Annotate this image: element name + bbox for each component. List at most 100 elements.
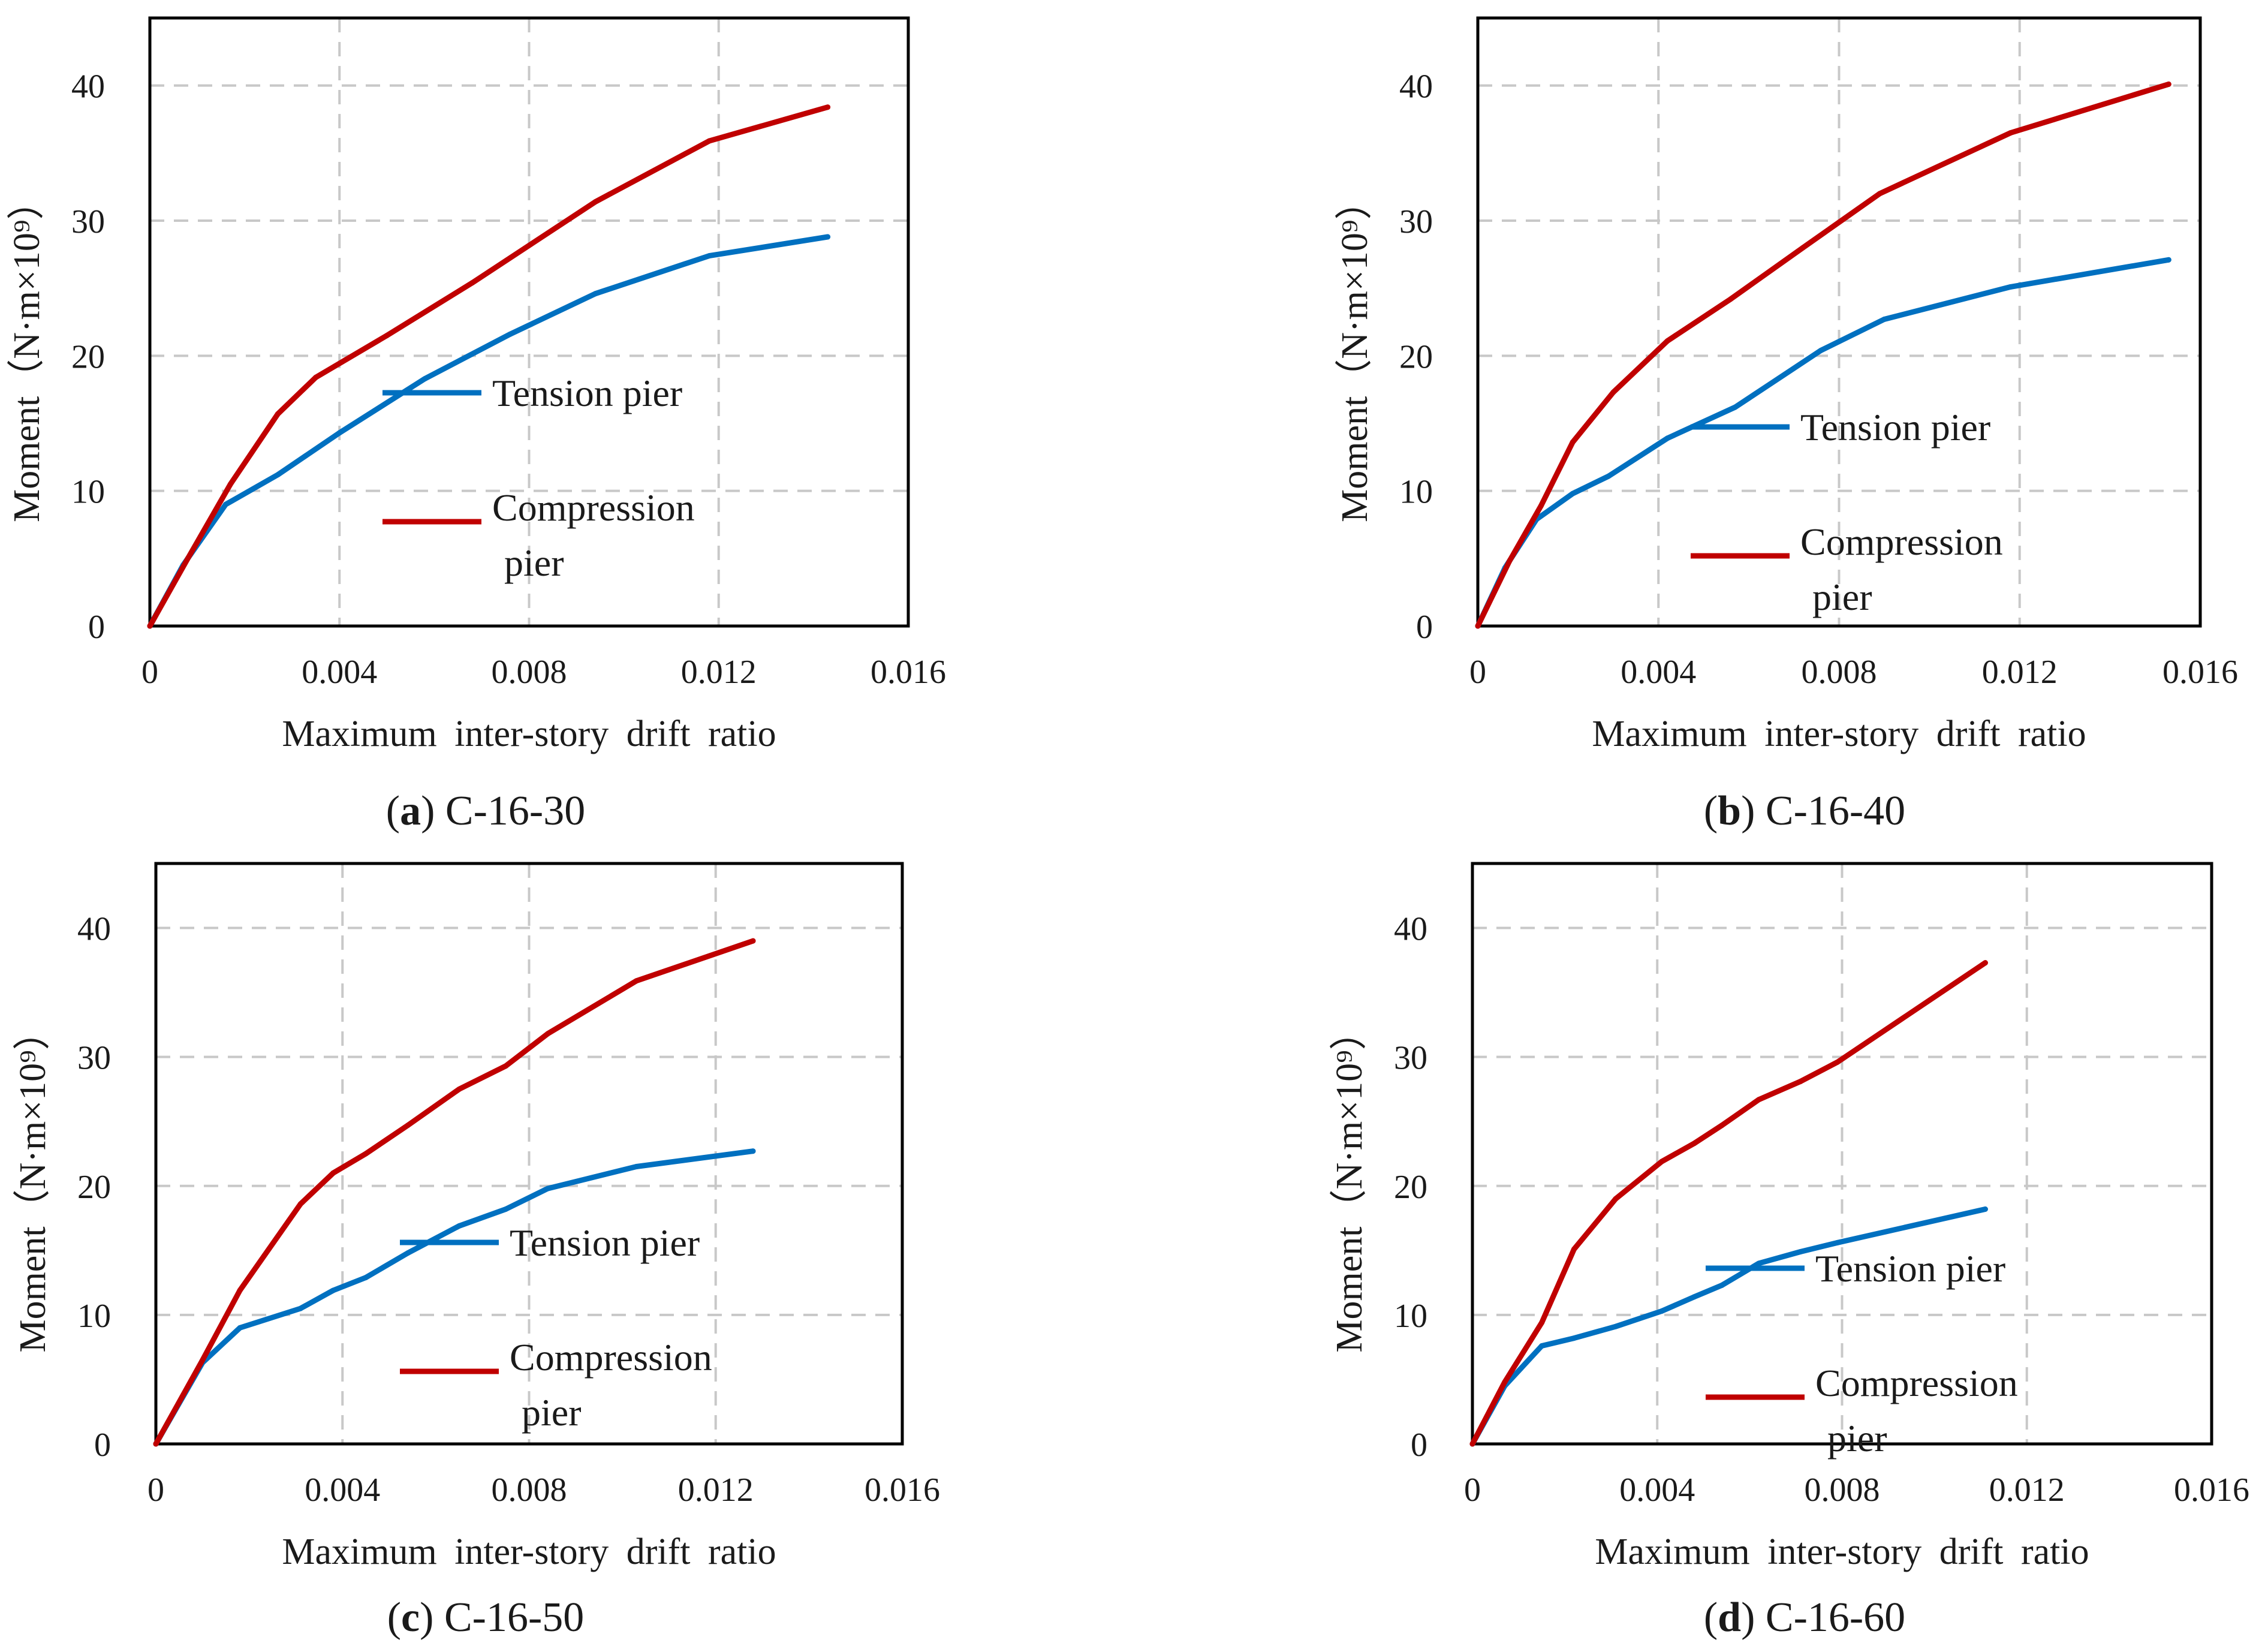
data-point [405,1250,411,1256]
legend-label-compression-2: pier [504,541,564,584]
data-point [1756,1260,1762,1266]
x-tick-label: 0 [141,654,158,691]
data-point [297,1305,303,1311]
x-tick-label: 0.004 [305,1472,380,1509]
data-point [1659,1308,1665,1314]
data-point [2165,257,2171,263]
caption: (b) C-16-40 [1704,788,1905,834]
data-point [1691,1294,1697,1300]
x-tick-label: 0 [1469,654,1486,691]
legend-label-tension: Tension pier [510,1221,700,1264]
x-axis-label: Maximum inter-story drift ratio [1592,714,2086,754]
data-point [1570,491,1576,496]
caption: (d) C-16-60 [1704,1594,1905,1641]
data-point [1571,1335,1577,1341]
data-point [227,481,233,487]
caption-open-paren: ( [1704,788,1718,834]
data-point [2008,284,2014,290]
data-point [313,374,319,380]
data-point [297,1201,303,1207]
y-tick-label: 40 [1394,911,1427,948]
data-point [1728,296,1734,302]
plot-frame [148,16,910,628]
y-tick-label: 30 [71,203,105,240]
legend-label-compression-1: Compression [1815,1362,2018,1404]
x-tick-label: 0.012 [1982,654,2058,691]
series-line [1469,960,1988,1447]
x-axis-label: Maximum inter-story drift ratio [282,714,776,754]
data-point [1539,1343,1545,1349]
data-point [706,253,712,259]
legend: Tension pier Compression pier [1706,1247,2018,1460]
y-tick-label: 0 [1411,1427,1427,1464]
legend-label-tension: Tension pier [492,372,682,414]
y-tick-label: 30 [77,1040,111,1077]
y-tick-label: 20 [1399,338,1433,375]
data-point [469,280,475,286]
series-line [147,234,831,629]
caption-name: C-16-40 [1766,788,1905,834]
data-point [1881,316,1887,322]
y-tick-label: 0 [1416,609,1433,646]
data-point [503,1206,509,1212]
data-point [1835,1059,1841,1065]
data-point [825,104,831,110]
caption: (a) C-16-30 [386,788,585,834]
legend-label-tension: Tension pier [1800,406,1990,449]
data-point [1691,1141,1697,1147]
data-point [384,333,390,339]
caption: (c) C-16-50 [387,1594,585,1641]
data-point [2165,81,2171,87]
data-point [456,1223,462,1229]
x-axis-label: Maximum inter-story drift ratio [1595,1531,2089,1572]
y-tick-label: 40 [77,911,111,948]
y-tick-label: 40 [71,68,105,106]
y-tick-label: 10 [1399,474,1433,511]
y-tick-label: 0 [94,1427,111,1464]
x-tick-label: 0.016 [2174,1472,2249,1509]
data-point [1877,191,1883,197]
caption-letter: c [401,1594,420,1641]
x-tick-label: 0.004 [1621,654,1696,691]
data-point [1606,473,1612,479]
data-point [592,198,598,204]
data-point [1507,558,1513,564]
y-tick-label: 40 [1399,68,1433,106]
data-point [1664,338,1670,344]
caption-name: C-16-30 [445,788,585,834]
data-point [1835,1239,1841,1245]
series-line [153,938,756,1447]
y-axis-label: Moment（N·m×10⁹） [1329,1013,1370,1352]
data-point [1659,1158,1665,1164]
data-point [1982,960,1988,966]
legend: Tension pier Compression pier [400,1221,712,1434]
chart-panel-a: 0 0.004 0.008 0.012 0.016 0 10 20 30 40 Maximum in… [7,16,946,834]
legend-label-compression-2: pier [1827,1417,1887,1460]
series-compression [1469,960,1988,1447]
data-point [1797,1079,1803,1085]
data-point [1469,1441,1475,1447]
data-point [1610,389,1616,395]
caption-close-paren: ) [421,788,445,834]
x-tick-label: 0.016 [871,654,946,691]
data-point [1539,1320,1545,1326]
data-point [1664,435,1670,441]
data-point [363,1275,369,1281]
series-tension [147,234,831,629]
data-point [750,1148,756,1154]
data-point [750,938,756,944]
x-tick-label: 0.008 [492,654,567,691]
data-point [422,376,428,382]
x-tick-label: 0.016 [865,1472,940,1509]
series-line [153,1148,756,1447]
data-point [545,1031,551,1037]
plot-frame [1471,862,2213,1446]
data-point [633,978,639,984]
data-point [1719,1123,1725,1129]
data-point [1571,1246,1577,1252]
data-point [153,1441,159,1447]
series-compression [153,938,756,1447]
chart-panel-b: 0 0.004 0.008 0.012 0.016 0 10 20 30 40 Maximum in… [1335,16,2238,834]
series-compression [147,104,831,629]
legend-label-tension: Tension pier [1815,1247,2005,1290]
